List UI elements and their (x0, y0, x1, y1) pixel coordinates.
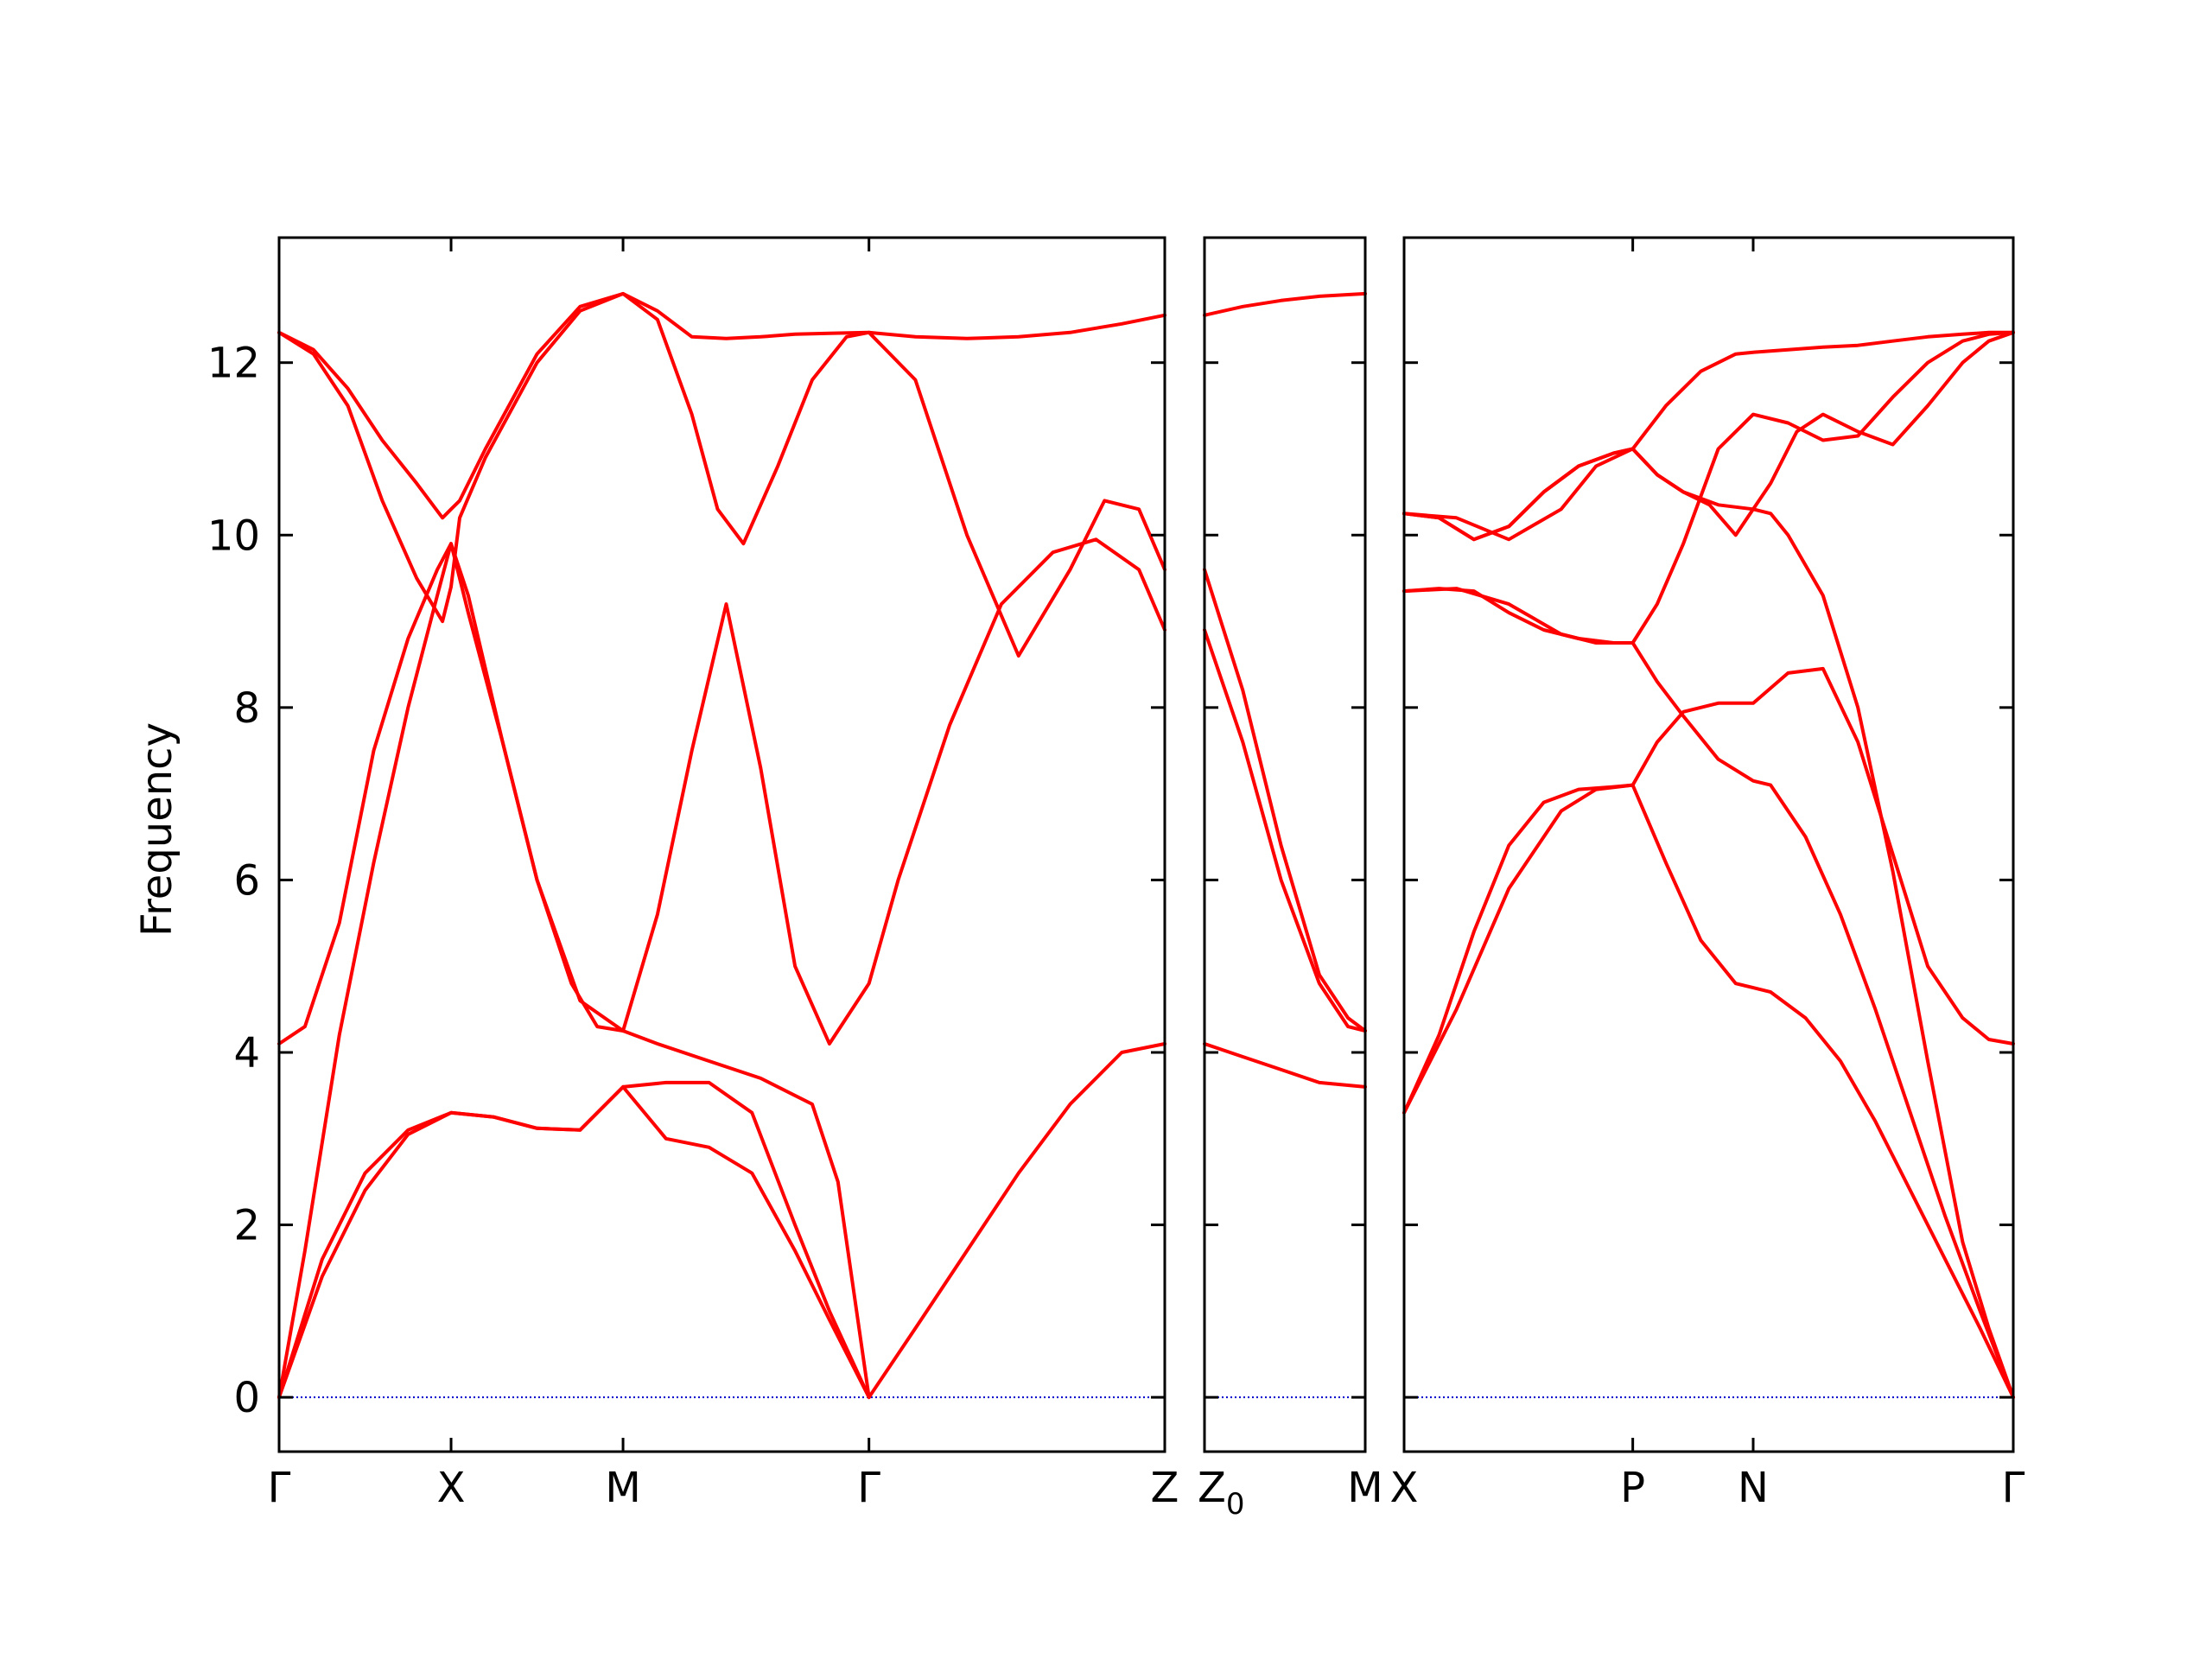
band-line (1203, 628, 1367, 1033)
y-axis-label: Frequency (133, 722, 181, 937)
panel-frame (1402, 236, 2015, 1453)
band-line (277, 1080, 871, 1400)
y-tick-label: 6 (233, 856, 260, 905)
panel-frame (1203, 236, 1367, 1453)
x-tick-subscript: 0 (1226, 1487, 1245, 1522)
y-tick-label: 0 (233, 1374, 260, 1422)
x-tick-label: X (437, 1464, 466, 1512)
x-tick-label: Z (1151, 1464, 1179, 1512)
x-tick-label: M (1347, 1464, 1382, 1512)
y-tick-label: 8 (233, 684, 260, 733)
panel-2: Z0 M (1198, 236, 1383, 1522)
band-line (1203, 568, 1367, 1033)
band-line (1402, 330, 2015, 542)
band-line (277, 537, 1166, 1046)
y-tick-label: 4 (233, 1029, 260, 1077)
y-tick-label: 12 (207, 340, 260, 388)
band-line (1203, 1042, 1367, 1089)
band-line (1203, 291, 1367, 317)
x-tick-label: X (1390, 1464, 1419, 1512)
band-line (1402, 330, 2015, 542)
band-line (1402, 330, 2015, 645)
y-tick-label: 10 (207, 512, 260, 560)
band-line (1402, 783, 2015, 1400)
band-line (1402, 666, 2015, 1115)
y-tick-label: 2 (233, 1202, 260, 1250)
x-tick-label: P (1620, 1464, 1645, 1512)
x-tick-label: N (1738, 1464, 1769, 1512)
panel-frame (277, 236, 1166, 1453)
x-tick-label: Γ (2002, 1464, 2025, 1512)
band-line (277, 1042, 1166, 1400)
band-line (277, 291, 1166, 658)
band-line (277, 291, 1166, 520)
x-tick-label: Γ (857, 1464, 880, 1512)
x-tick-label: M (605, 1464, 640, 1512)
band-line (1402, 587, 2015, 1400)
x-tick-label: Γ (268, 1464, 291, 1512)
